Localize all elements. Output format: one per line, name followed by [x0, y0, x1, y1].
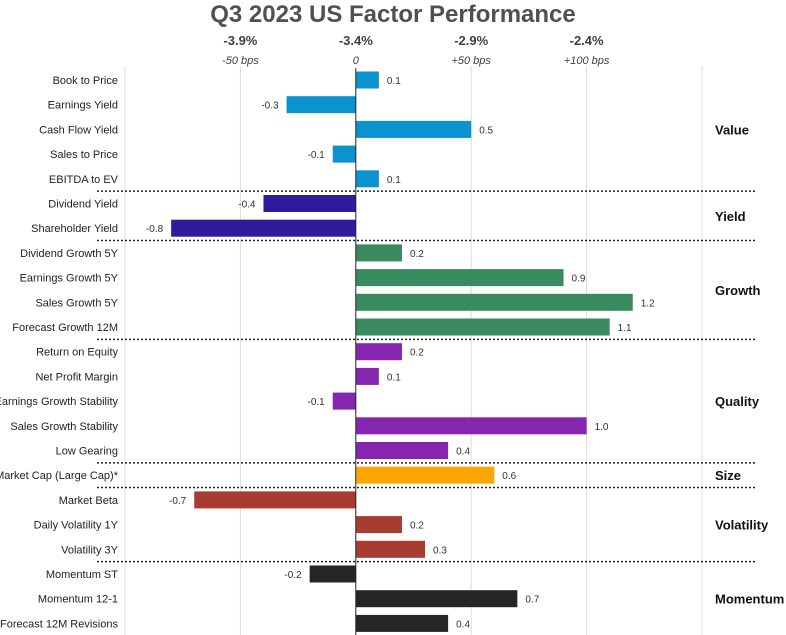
data-label: -0.3 [261, 101, 279, 112]
category-label: Sales Growth Stability [10, 421, 118, 433]
bar [355, 367, 379, 385]
top-axis-percent-label: -2.4% [570, 33, 604, 48]
data-label: -0.4 [238, 200, 256, 211]
data-label: 0.1 [387, 76, 401, 87]
group-label: Size [715, 468, 741, 483]
category-label: Momentum ST [46, 569, 118, 581]
data-label: 1.2 [641, 298, 655, 309]
category-label: Market Cap (Large Cap)* [0, 470, 119, 482]
top-axis-bps-label: -50 bps [222, 55, 259, 67]
bar [355, 120, 472, 138]
category-label: Book to Price [53, 75, 118, 87]
category-label: Forecast Growth 12M [12, 322, 118, 334]
category-label: Sales to Price [50, 149, 118, 161]
top-axis-bps-label: +100 bps [564, 55, 610, 67]
category-label: Earnings Yield [48, 100, 118, 112]
bar [286, 96, 356, 114]
chart-title: Q3 2023 US Factor Performance [210, 1, 576, 28]
category-label: Volatility 3Y [61, 544, 119, 556]
data-label: 0.7 [525, 595, 539, 606]
bar [355, 442, 449, 459]
bar [355, 244, 402, 262]
data-label: 0.1 [387, 175, 401, 186]
top-axis-percent-label: -2.9% [454, 33, 488, 48]
bar [309, 565, 356, 583]
data-label: 0.5 [479, 125, 493, 136]
data-label: 0.4 [456, 447, 470, 458]
category-label: Forecast 12M Revisions [0, 618, 118, 630]
bar [263, 195, 356, 212]
bar [355, 540, 426, 558]
category-label: Momentum 12-1 [38, 594, 118, 606]
category-label: Dividend Growth 5Y [20, 248, 118, 260]
data-label: 0.3 [433, 545, 447, 556]
bar [355, 269, 564, 287]
data-label: -0.2 [284, 570, 302, 581]
category-label: Shareholder Yield [31, 223, 118, 235]
group-label: Momentum [715, 592, 784, 607]
bar [355, 293, 633, 311]
data-label: -0.8 [146, 224, 164, 235]
data-label: 0.4 [456, 619, 470, 630]
top-axis-bps-label: 0 [353, 55, 360, 67]
data-label: 1.0 [595, 422, 609, 433]
bar [355, 516, 402, 534]
bar [355, 614, 449, 632]
bar [355, 343, 402, 361]
bar [171, 219, 356, 237]
bar [355, 590, 518, 608]
data-label: 0.6 [502, 471, 516, 482]
group-label: Volatility [715, 518, 769, 533]
data-label: 0.2 [410, 521, 424, 532]
bar [355, 71, 379, 89]
category-label: Dividend Yield [48, 199, 118, 211]
category-label: EBITDA to EV [49, 174, 119, 186]
category-label: Market Beta [59, 495, 119, 507]
category-label: Net Profit Margin [35, 371, 118, 383]
bar [332, 392, 356, 410]
top-axis-bps-label: +50 bps [451, 55, 491, 67]
data-label: 0.9 [572, 274, 586, 285]
data-label: 1.1 [618, 323, 632, 334]
category-label: Cash Flow Yield [39, 124, 118, 136]
bar [355, 318, 610, 336]
group-label: Yield [715, 209, 746, 224]
bar [355, 170, 379, 188]
data-label: 0.2 [410, 249, 424, 260]
category-label: Low Gearing [56, 446, 118, 458]
data-label: -0.1 [307, 397, 325, 408]
data-label: -0.7 [169, 496, 187, 507]
top-axis-percent-label: -3.4% [339, 33, 373, 48]
data-label: 0.2 [410, 348, 424, 359]
group-label: Growth [715, 283, 761, 298]
data-label: 0.1 [387, 372, 401, 383]
bar [355, 417, 587, 435]
top-axis-percent-label: -3.9% [223, 33, 257, 48]
group-label: Value [715, 122, 749, 137]
data-label: -0.1 [307, 150, 325, 161]
bar [194, 491, 356, 509]
group-label: Quality [715, 394, 760, 409]
category-label: Sales Growth 5Y [35, 297, 118, 309]
category-label: Return on Equity [36, 347, 118, 359]
category-label: Daily Volatility 1Y [34, 520, 119, 532]
category-label: Earnings Growth Stability [0, 396, 118, 408]
bar [332, 145, 356, 163]
category-label: Earnings Growth 5Y [20, 273, 119, 285]
bar [355, 466, 495, 484]
